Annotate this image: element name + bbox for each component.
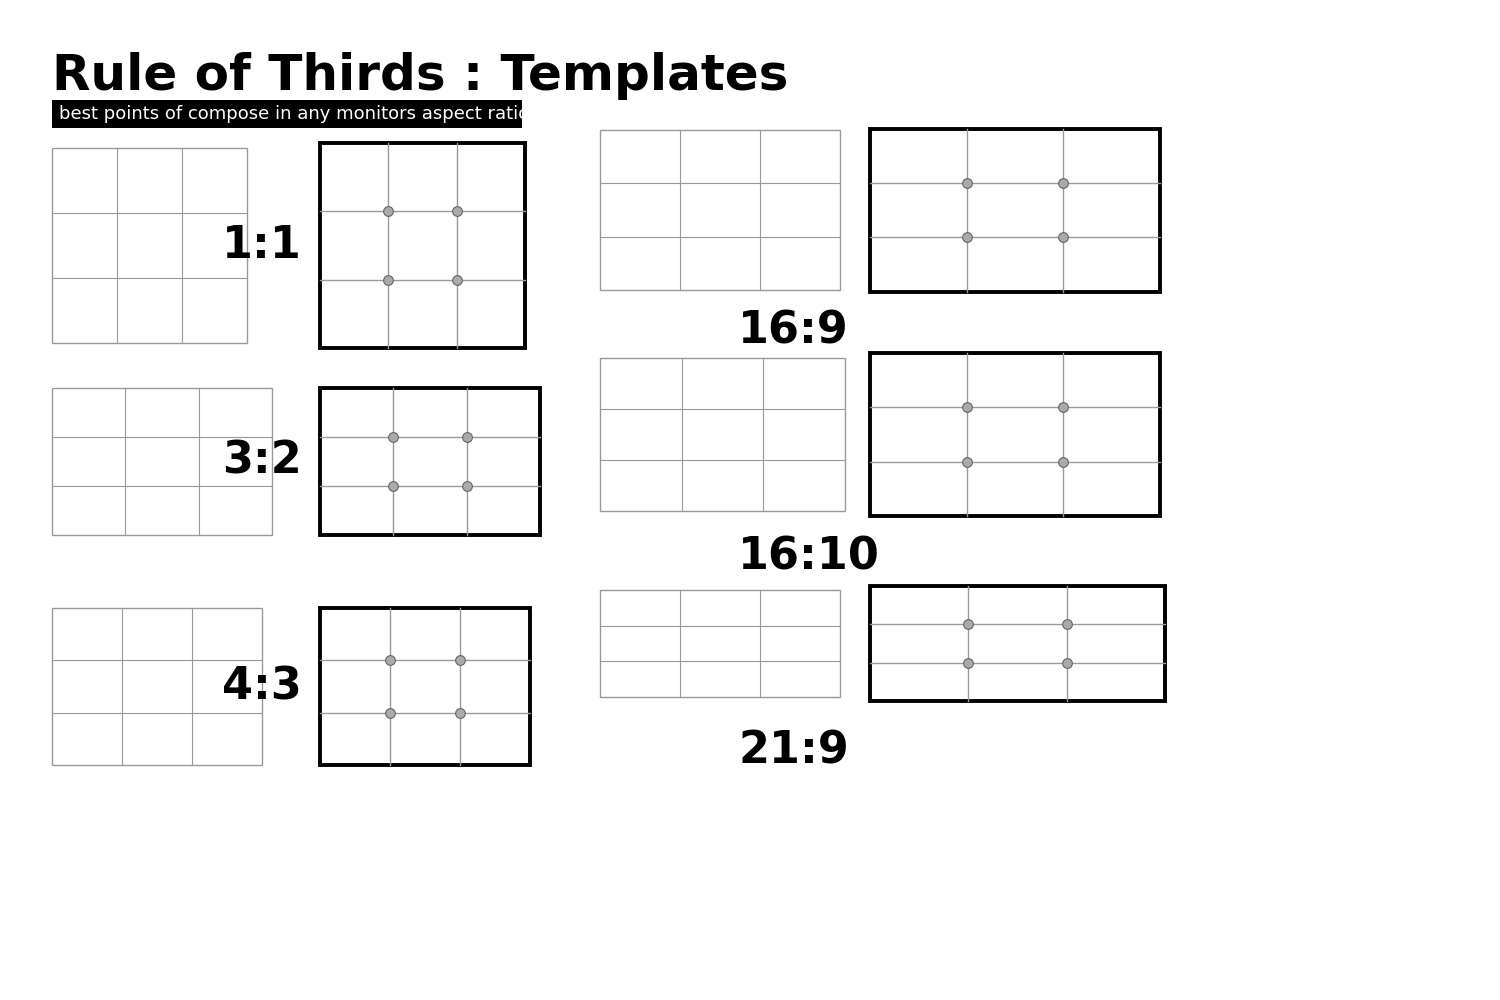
Bar bbox=[320, 143, 525, 348]
Text: 4:3: 4:3 bbox=[222, 665, 302, 708]
Bar bbox=[320, 608, 530, 765]
Text: 16:9: 16:9 bbox=[738, 310, 849, 353]
Text: 21:9: 21:9 bbox=[738, 730, 849, 773]
Bar bbox=[870, 128, 1160, 292]
Bar bbox=[53, 100, 522, 128]
Bar bbox=[320, 388, 540, 535]
Bar bbox=[53, 148, 248, 343]
Bar bbox=[870, 586, 1166, 701]
Text: Rule of Thirds : Templates: Rule of Thirds : Templates bbox=[53, 52, 789, 100]
Text: 16:10: 16:10 bbox=[738, 535, 880, 578]
Bar bbox=[600, 130, 840, 290]
Bar bbox=[53, 608, 262, 765]
Bar bbox=[600, 358, 844, 511]
Text: 3:2: 3:2 bbox=[222, 440, 302, 483]
Text: 1:1: 1:1 bbox=[222, 224, 302, 267]
Text: best points of compose in any monitors aspect ratio: best points of compose in any monitors a… bbox=[58, 105, 530, 123]
Bar bbox=[600, 590, 840, 697]
Bar bbox=[870, 353, 1160, 516]
Bar bbox=[53, 388, 272, 535]
